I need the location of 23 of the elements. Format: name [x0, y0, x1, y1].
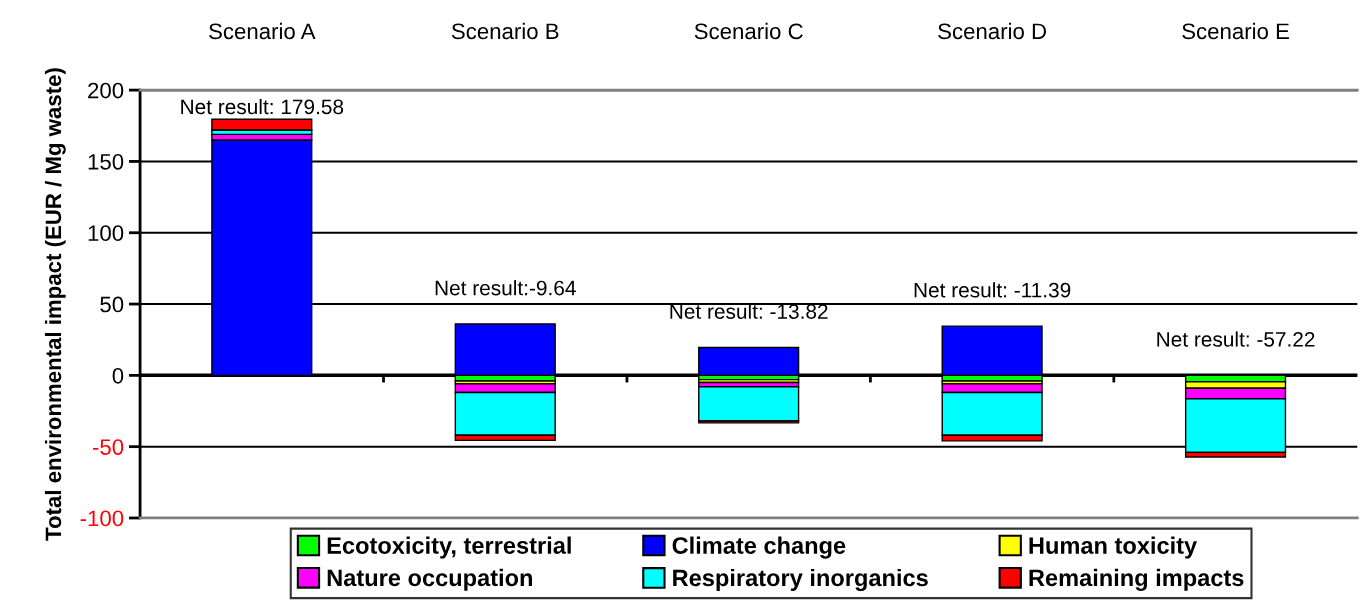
legend-label: Ecotoxicity, terrestrial — [327, 536, 571, 559]
y-tick-label: 50 — [100, 296, 124, 313]
y-tick-label: 200 — [88, 82, 124, 99]
legend-label: Respiratory inorganics — [673, 568, 928, 592]
y-tick-label: 100 — [88, 225, 124, 242]
y-tick-label: 0 — [112, 367, 124, 384]
y-tick-label: -50 — [92, 439, 124, 455]
y-tick-label: 150 — [88, 153, 124, 170]
x-tick-label: Scenario D — [938, 22, 1047, 40]
annotation: Net result: -57.22 — [1157, 331, 1315, 347]
legend-label: Nature occupation — [327, 568, 532, 591]
legend-label: Climate change — [672, 536, 846, 559]
x-tick-label: Scenario E — [1182, 22, 1289, 40]
y-tick-label: -100 — [80, 510, 124, 527]
annotation: Net result: -11.39 — [914, 282, 1071, 298]
annotation: Net result:-9.64 — [435, 280, 576, 296]
legend-label: Human toxicity — [1029, 536, 1198, 559]
x-tick-label: Scenario C — [694, 22, 803, 40]
legend-label: Remaining impacts — [1029, 568, 1244, 591]
x-tick-label: Scenario A — [209, 22, 316, 40]
annotation: Net result: 179.58 — [181, 98, 344, 115]
x-tick-label: Scenario B — [451, 22, 559, 40]
y-axis-title: Total environmental impact (EUR / Mg waste) — [44, 68, 66, 541]
